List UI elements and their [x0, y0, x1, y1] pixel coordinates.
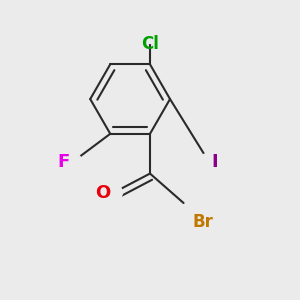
Text: F: F [58, 153, 70, 171]
Circle shape [139, 21, 161, 44]
Text: Cl: Cl [141, 35, 159, 53]
Circle shape [64, 153, 82, 171]
Text: I: I [212, 153, 218, 171]
Circle shape [105, 184, 122, 202]
Text: Br: Br [193, 213, 213, 231]
Circle shape [200, 153, 218, 171]
Text: O: O [95, 184, 110, 202]
Circle shape [192, 223, 214, 245]
